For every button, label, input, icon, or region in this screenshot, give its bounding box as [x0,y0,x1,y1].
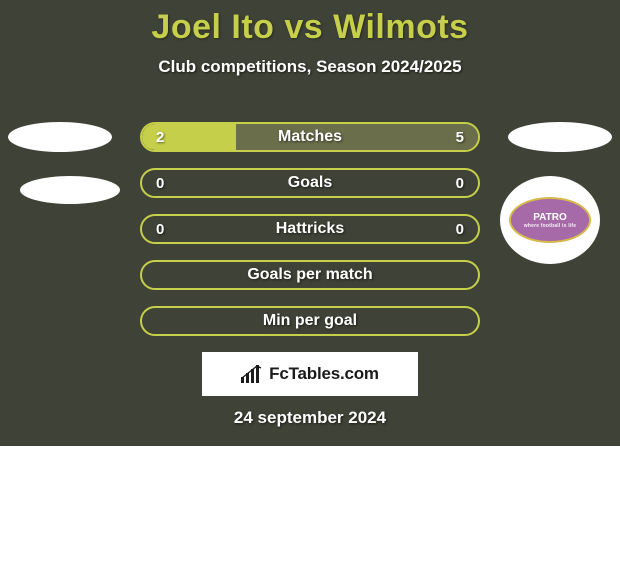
stat-rows: 25Matches 00Goals 00Hattricks Goals per mat… [140,122,480,352]
stat-label: Hattricks [142,216,478,242]
stat-label: Goals per match [142,262,478,288]
stat-label: Matches [142,124,478,150]
stat-row: Goals per match [140,260,480,290]
stat-label: Goals [142,170,478,196]
player-left-avatar-1 [8,122,112,152]
page-title: Joel Ito vs Wilmots [0,0,620,47]
brand-text: FcTables.com [269,364,379,384]
brand-chart-icon [241,365,263,383]
player-left-avatar-2 [20,176,120,204]
date-text: 24 september 2024 [0,408,620,428]
stat-row: 00Goals [140,168,480,198]
player-right-avatar-1 [508,122,612,152]
club-badge-inner: PATRO where football is life [509,197,591,243]
comparison-panel: Joel Ito vs Wilmots Club competitions, S… [0,0,620,446]
club-badge-subtext: where football is life [524,223,576,229]
club-badge: PATRO where football is life [500,176,600,264]
club-badge-text: PATRO [524,212,576,223]
stat-label: Min per goal [142,308,478,334]
brand-box: FcTables.com [202,352,418,396]
stat-row: Min per goal [140,306,480,336]
stat-row: 25Matches [140,122,480,152]
subtitle: Club competitions, Season 2024/2025 [0,57,620,77]
stat-row: 00Hattricks [140,214,480,244]
